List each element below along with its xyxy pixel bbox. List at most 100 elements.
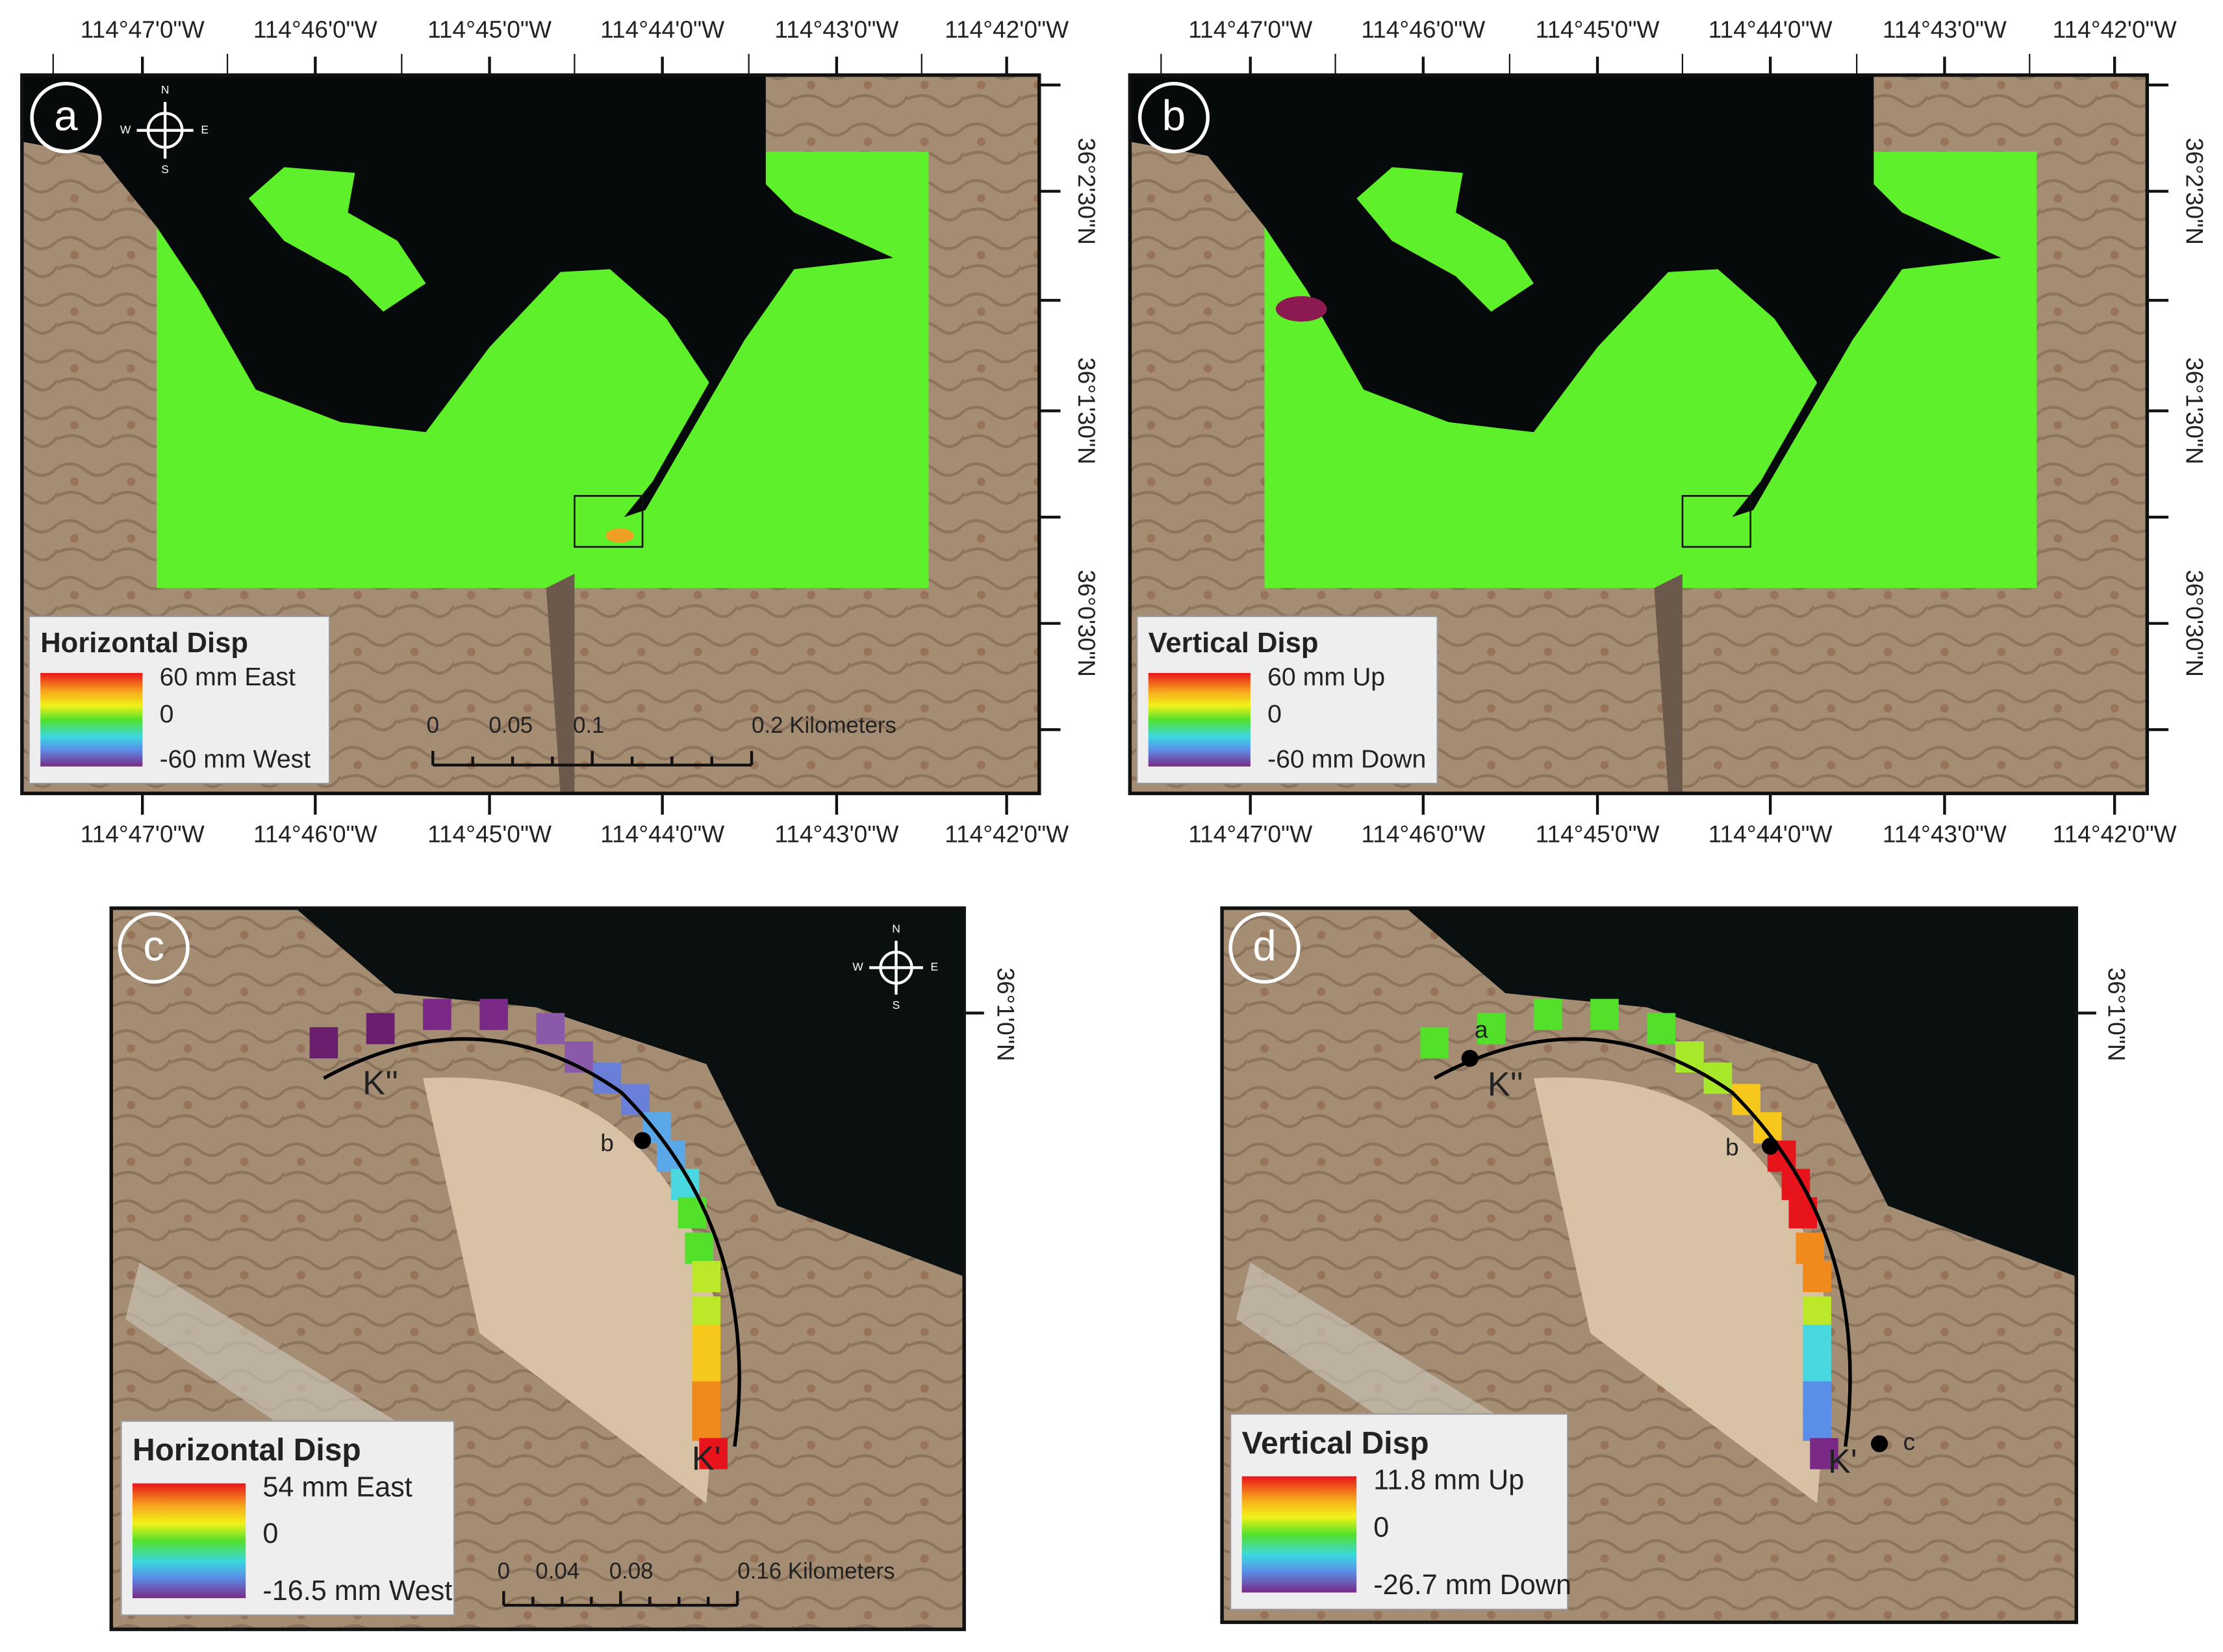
lat-label: 36°2'30"N bbox=[2181, 138, 2208, 245]
compass-needle bbox=[136, 102, 194, 159]
island bbox=[248, 167, 426, 312]
lat-label: 36°1'30"N bbox=[1073, 357, 1100, 464]
legend-label: 54 mm East bbox=[262, 1472, 412, 1503]
lat-label: 36°1'30"N bbox=[2181, 357, 2208, 464]
lon-label: 114°43'0"W bbox=[774, 16, 898, 43]
panel-label: c bbox=[143, 922, 164, 970]
panel-badge bbox=[30, 81, 102, 154]
lon-label: 114°43'0"W bbox=[1883, 820, 2007, 848]
scale-label: 0.05 bbox=[489, 713, 533, 738]
lat-label: 36°2'30"N bbox=[1073, 138, 1100, 245]
lon-label: 114°47'0"W bbox=[1188, 820, 1312, 848]
map-panel bbox=[20, 73, 1041, 796]
displacement-cell bbox=[692, 1296, 721, 1328]
compass-letter: S bbox=[161, 162, 169, 175]
displacement-cell bbox=[536, 1013, 565, 1045]
profile-line bbox=[1433, 1037, 1852, 1447]
displacement-cell bbox=[423, 998, 451, 1030]
lon-label: 114°46'0"W bbox=[253, 820, 377, 848]
legend-label: 0 bbox=[160, 700, 174, 728]
displacement-cell bbox=[1803, 1381, 1831, 1413]
color-ramp bbox=[40, 672, 143, 767]
point-marker bbox=[634, 1132, 652, 1149]
displacement-cell bbox=[1803, 1353, 1831, 1384]
panel-frame bbox=[20, 73, 1041, 796]
lon-label: 114°43'0"W bbox=[774, 820, 898, 848]
compass-letter: N bbox=[892, 922, 900, 935]
scale-label: 0 bbox=[498, 1558, 510, 1584]
displacement-cell bbox=[699, 1438, 728, 1469]
compass-letter: E bbox=[931, 960, 939, 973]
displacement-cell bbox=[685, 1232, 714, 1264]
lon-label: 114°43'0"W bbox=[1883, 16, 2007, 43]
displacement-cell bbox=[692, 1325, 721, 1356]
color-ramp bbox=[132, 1483, 246, 1599]
lon-label: 114°45'0"W bbox=[1536, 820, 1660, 848]
legend-label: -60 mm West bbox=[160, 745, 311, 774]
lat-label: 36°1'0"N bbox=[992, 967, 1019, 1061]
displacement-cell bbox=[1803, 1261, 1831, 1293]
displacement-cell bbox=[1732, 1084, 1760, 1115]
point-marker bbox=[1870, 1435, 1888, 1453]
displacement-cell bbox=[621, 1084, 650, 1115]
lon-label: 114°47'0"W bbox=[81, 820, 205, 848]
water bbox=[1130, 75, 2001, 518]
legend-title: Vertical Disp bbox=[1149, 628, 1319, 659]
lon-label: 114°46'0"W bbox=[253, 16, 377, 43]
lon-label: 114°45'0"W bbox=[1536, 16, 1660, 43]
panel-label: d bbox=[1252, 922, 1276, 970]
point-label: K' bbox=[1828, 1443, 1857, 1480]
lon-label: 114°42'0"W bbox=[2053, 16, 2177, 43]
displacement-cell bbox=[1810, 1438, 1838, 1469]
scale-label: 0.04 bbox=[535, 1558, 579, 1584]
color-ramp bbox=[1148, 672, 1251, 767]
point-label: a bbox=[1475, 1016, 1488, 1043]
panel-label: b bbox=[1162, 92, 1186, 139]
point-marker bbox=[1762, 1137, 1779, 1155]
compass-letter: W bbox=[120, 123, 131, 136]
anomaly bbox=[605, 528, 635, 543]
inset-box bbox=[1681, 495, 1751, 548]
scale-label: 0.1 bbox=[573, 713, 604, 738]
dam-road bbox=[546, 574, 575, 794]
legend-label: 0 bbox=[1267, 700, 1282, 728]
lon-label: 114°46'0"W bbox=[1361, 820, 1485, 848]
lat-label: 36°0'30"N bbox=[1073, 570, 1100, 677]
point-marker bbox=[1461, 1050, 1479, 1067]
displacement-cell bbox=[1803, 1325, 1831, 1356]
lat-label: 36°1'0"N bbox=[2103, 967, 2130, 1061]
water bbox=[21, 75, 894, 518]
point-label: K' bbox=[692, 1440, 721, 1477]
legend-title: Horizontal Disp bbox=[133, 1433, 361, 1468]
lon-label: 114°44'0"W bbox=[600, 16, 724, 43]
map-panel bbox=[1128, 73, 2150, 796]
displacement-cell bbox=[1477, 1013, 1506, 1045]
legend-label: -16.5 mm West bbox=[262, 1575, 452, 1607]
dam-face bbox=[423, 1077, 721, 1503]
lon-label: 114°47'0"W bbox=[1188, 16, 1312, 43]
panel-frame bbox=[1128, 73, 2150, 796]
displacement-cell bbox=[309, 1027, 338, 1059]
displacement-cell bbox=[1753, 1112, 1782, 1144]
displacement-cell bbox=[692, 1381, 721, 1413]
displacement-cell bbox=[1796, 1232, 1825, 1264]
point-label: b bbox=[1725, 1134, 1739, 1161]
point-label: c bbox=[1903, 1428, 1916, 1455]
point-label: K'' bbox=[362, 1064, 398, 1102]
legend-label: 11.8 mm Up bbox=[1373, 1465, 1524, 1496]
lon-label: 114°42'0"W bbox=[945, 820, 1069, 848]
legend-label: -60 mm Down bbox=[1267, 745, 1426, 774]
water bbox=[295, 908, 965, 1277]
lon-label: 114°45'0"W bbox=[427, 820, 552, 848]
lon-label: 114°45'0"W bbox=[427, 16, 552, 43]
compass-letter: N bbox=[161, 83, 170, 96]
water bbox=[1406, 908, 2077, 1277]
displacement-cell bbox=[692, 1410, 721, 1442]
island bbox=[1356, 167, 1534, 312]
scale-label: 0.08 bbox=[609, 1558, 654, 1584]
legend-title: Vertical Disp bbox=[1242, 1426, 1429, 1460]
anomaly bbox=[1275, 296, 1327, 322]
legend-label: 60 mm East bbox=[160, 663, 296, 691]
lon-label: 114°44'0"W bbox=[600, 820, 724, 848]
compass-letter: E bbox=[201, 123, 209, 136]
